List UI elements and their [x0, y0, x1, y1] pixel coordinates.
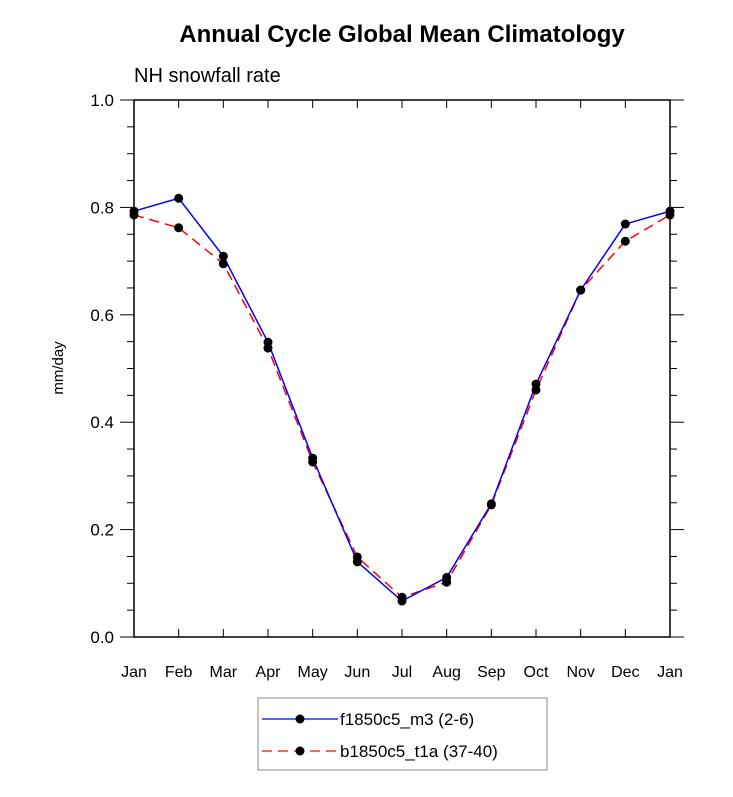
- data-point: [129, 210, 139, 220]
- x-tick-label: Nov: [566, 664, 594, 681]
- y-tick-label: 0.8: [90, 198, 114, 217]
- x-tick-label: Jun: [344, 664, 370, 681]
- series-line-0000ff: [133, 197, 671, 602]
- x-tick-label: Apr: [256, 664, 282, 681]
- x-tick-label: Dec: [611, 664, 639, 681]
- data-point: [218, 251, 228, 261]
- plot-frame: [133, 99, 671, 638]
- chart-subtitle: NH snowfall rate: [134, 65, 281, 87]
- x-tick-label: Sep: [477, 664, 506, 681]
- data-point: [352, 552, 362, 562]
- x-tick-label: Jul: [392, 664, 412, 681]
- y-tick-label: 0.2: [90, 521, 114, 540]
- data-point: [442, 577, 452, 587]
- data-point: [576, 285, 586, 295]
- y-axis-label: mm/day: [50, 341, 67, 395]
- x-tick-label: Oct: [524, 664, 549, 681]
- data-point: [263, 343, 273, 353]
- x-tick-label: Mar: [210, 664, 238, 681]
- data-point: [174, 193, 184, 203]
- chart-title: Annual Cycle Global Mean Climatology: [179, 21, 625, 48]
- legend-label-2: b1850c5_t1a (37-40): [340, 742, 498, 761]
- legend-label-1: f1850c5_m3 (2-6): [340, 710, 474, 729]
- x-tick-label: Jan: [121, 664, 147, 681]
- y-tick-label: 0.6: [90, 306, 114, 325]
- legend-box: [257, 697, 548, 771]
- data-point: [531, 385, 541, 395]
- legend-marker-red: [295, 746, 305, 756]
- x-tick-label: May: [298, 664, 328, 681]
- data-point: [486, 500, 496, 510]
- legend-marker-blue: [295, 714, 305, 724]
- data-point: [218, 259, 228, 269]
- y-tick-label: 1.0: [90, 91, 114, 110]
- data-point: [397, 592, 407, 602]
- data-point: [174, 223, 184, 233]
- data-point: [620, 219, 630, 229]
- y-tick-label: 0.0: [90, 628, 114, 647]
- data-point: [665, 210, 675, 220]
- x-tick-label: Feb: [165, 664, 193, 681]
- x-tick-label: Aug: [432, 664, 460, 681]
- data-point: [308, 457, 318, 467]
- series-line-ff0000: [133, 214, 671, 599]
- x-tick-label: Jan: [657, 664, 683, 681]
- y-tick-label: 0.4: [90, 413, 114, 432]
- data-point: [620, 236, 630, 246]
